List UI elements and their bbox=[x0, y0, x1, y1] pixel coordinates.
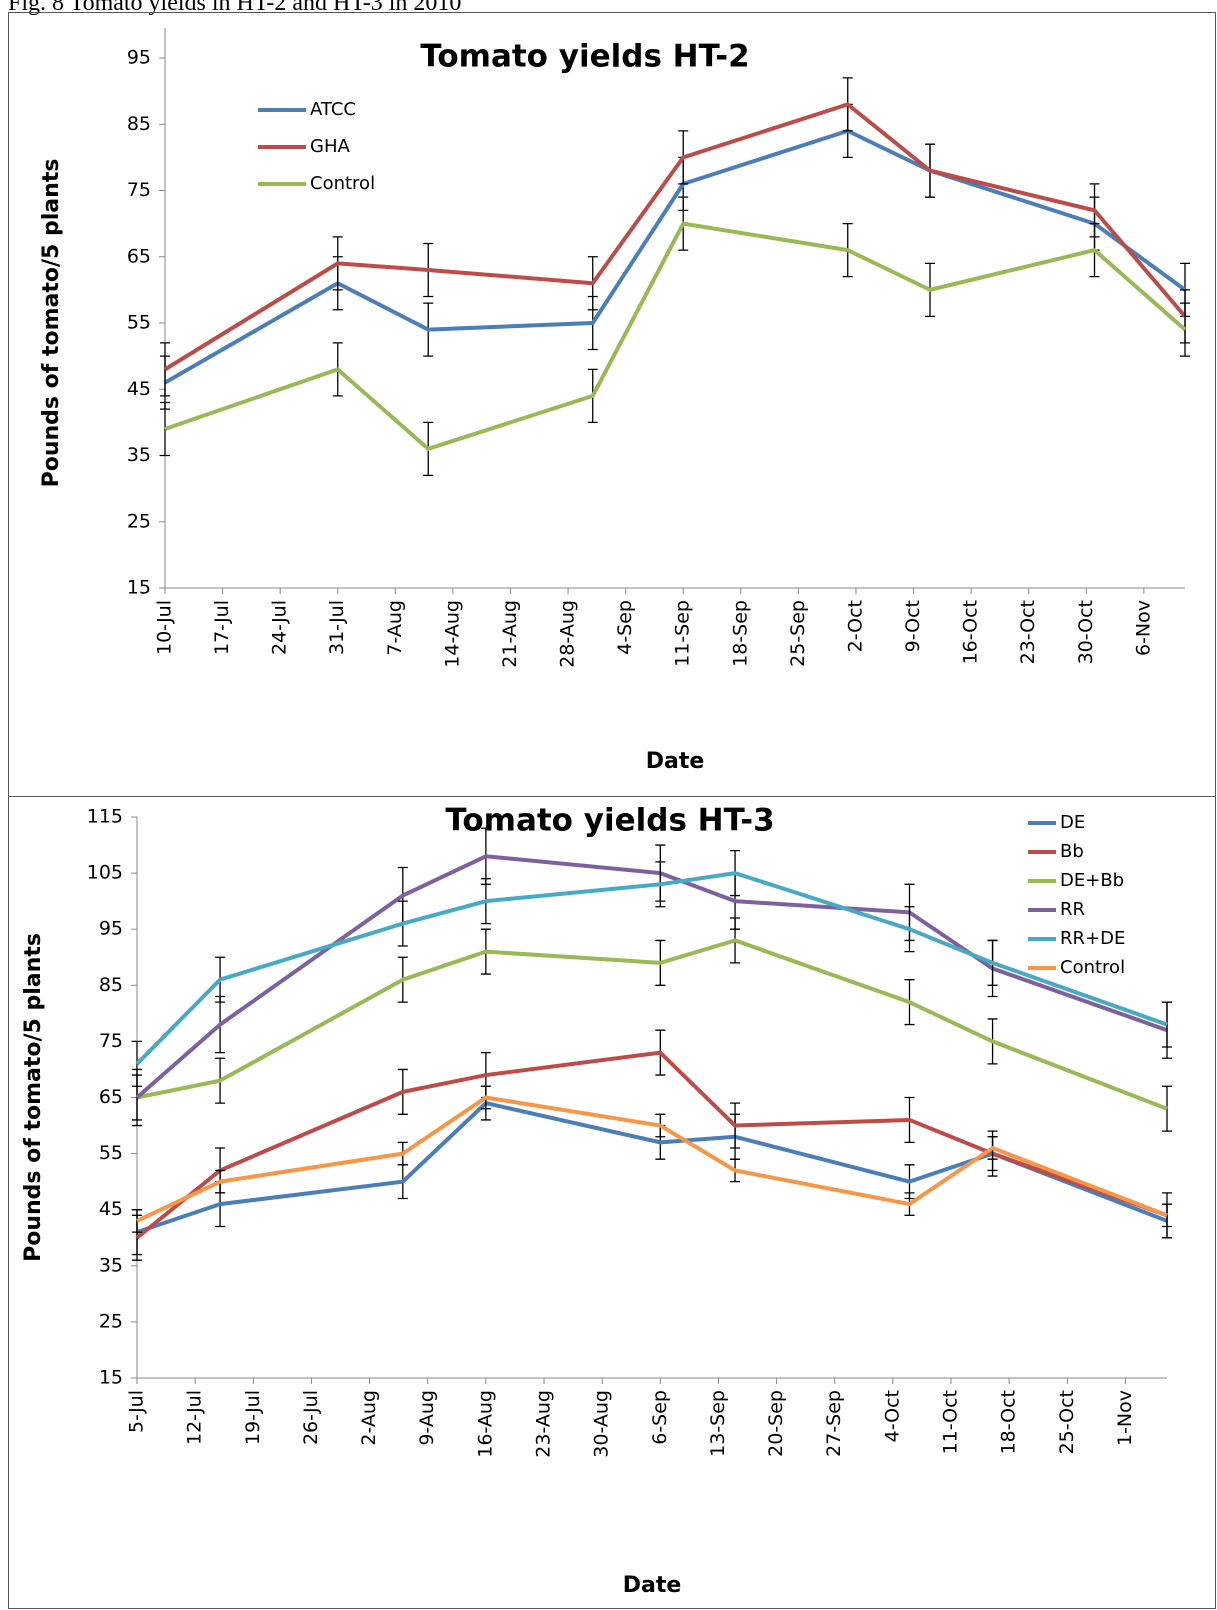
x-tick-label: 10-Jul bbox=[154, 600, 176, 655]
x-tick-label: 14-Aug bbox=[441, 600, 463, 668]
data-line bbox=[164, 221, 1187, 451]
legend-label: Control bbox=[310, 173, 375, 194]
x-tick-label: 2-Aug bbox=[358, 1390, 380, 1446]
y-tick-label: 85 bbox=[127, 113, 151, 135]
legend-label: DE bbox=[1060, 812, 1085, 833]
x-tick-label: 30-Aug bbox=[591, 1390, 613, 1458]
x-tick-label: 9-Aug bbox=[416, 1390, 438, 1446]
x-tick-label: 7-Aug bbox=[384, 600, 406, 656]
x-tick-label: 6-Sep bbox=[649, 1390, 671, 1445]
legend-label: RR bbox=[1060, 899, 1085, 920]
x-tick-label: 26-Jul bbox=[300, 1390, 322, 1445]
x-tick-label: 4-Sep bbox=[614, 600, 636, 655]
data-line bbox=[136, 938, 1168, 1111]
y-tick-label: 45 bbox=[99, 1198, 123, 1220]
x-tick-label: 25-Sep bbox=[787, 600, 809, 667]
x-axis-title: Date bbox=[646, 749, 705, 774]
x-tick-label: 17-Jul bbox=[211, 600, 233, 655]
x-tick-label: 12-Jul bbox=[184, 1390, 206, 1445]
error-bar bbox=[132, 1040, 142, 1087]
x-tick-label: 23-Aug bbox=[533, 1390, 555, 1458]
x-tick-label: 30-Oct bbox=[1075, 600, 1097, 664]
x-tick-label: 9-Oct bbox=[902, 600, 924, 652]
y-tick-label: 55 bbox=[99, 1142, 123, 1164]
legend-label: GHA bbox=[310, 136, 350, 157]
y-tick-label: 115 bbox=[87, 806, 123, 828]
legend-label: Bb bbox=[1060, 841, 1084, 862]
legend-label: ATCC bbox=[310, 99, 356, 120]
chart-title: Tomato yields HT-3 bbox=[445, 803, 774, 839]
x-tick-label: 11-Sep bbox=[672, 600, 694, 667]
data-line bbox=[136, 1095, 1168, 1223]
y-tick-label: 65 bbox=[127, 245, 151, 267]
x-axis-title: Date bbox=[623, 1573, 682, 1598]
panel-frame bbox=[8, 796, 1216, 1609]
y-tick-label: 75 bbox=[99, 1030, 123, 1052]
y-tick-label: 15 bbox=[127, 577, 151, 599]
x-tick-label: 20-Sep bbox=[765, 1390, 787, 1457]
x-tick-label: 31-Jul bbox=[326, 600, 348, 655]
y-tick-label: 25 bbox=[99, 1310, 123, 1332]
panel-frame bbox=[8, 12, 1216, 797]
y-tick-label: 55 bbox=[127, 312, 151, 334]
x-tick-label: 21-Aug bbox=[499, 600, 521, 668]
legend-label: DE+Bb bbox=[1060, 870, 1124, 891]
y-tick-label: 15 bbox=[99, 1367, 123, 1389]
y-tick-label: 35 bbox=[127, 444, 151, 466]
data-line bbox=[135, 1050, 1168, 1240]
x-tick-label: 4-Oct bbox=[881, 1390, 903, 1442]
x-tick-label: 24-Jul bbox=[269, 600, 291, 655]
x-tick-label: 6-Nov bbox=[1132, 600, 1154, 656]
x-tick-label: 16-Aug bbox=[474, 1390, 496, 1458]
data-line bbox=[135, 854, 1168, 1100]
y-tick-label: 85 bbox=[99, 974, 123, 996]
data-line bbox=[135, 871, 1168, 1066]
x-tick-label: 27-Sep bbox=[823, 1390, 845, 1457]
x-tick-label: 23-Oct bbox=[1017, 600, 1039, 664]
y-axis-title: Pounds of tomato/5 plants bbox=[39, 159, 64, 488]
x-tick-label: 11-Oct bbox=[940, 1390, 962, 1454]
y-tick-label: 75 bbox=[127, 179, 151, 201]
x-tick-label: 13-Sep bbox=[707, 1390, 729, 1457]
data-line bbox=[136, 1101, 1168, 1235]
y-axis-title: Pounds of tomato/5 plants bbox=[21, 933, 46, 1262]
x-tick-label: 25-Oct bbox=[1056, 1390, 1078, 1454]
legend-label: Control bbox=[1060, 957, 1125, 978]
x-tick-label: 19-Jul bbox=[242, 1390, 264, 1445]
x-tick-label: 18-Sep bbox=[729, 600, 751, 667]
x-tick-label: 18-Oct bbox=[998, 1390, 1020, 1454]
chart-title: Tomato yields HT-2 bbox=[420, 39, 749, 75]
y-tick-label: 105 bbox=[87, 862, 123, 884]
y-tick-label: 65 bbox=[99, 1086, 123, 1108]
y-tick-label: 95 bbox=[127, 47, 151, 69]
y-tick-label: 25 bbox=[127, 510, 151, 532]
x-tick-label: 5-Jul bbox=[126, 1390, 148, 1433]
data-line bbox=[163, 102, 1187, 372]
y-tick-label: 95 bbox=[99, 918, 123, 940]
y-tick-label: 45 bbox=[127, 378, 151, 400]
x-tick-label: 28-Aug bbox=[557, 600, 579, 668]
y-tick-label: 35 bbox=[99, 1254, 123, 1276]
legend-label: RR+DE bbox=[1060, 928, 1125, 949]
figure-caption: Fig. 8 Tomato yields in HT-2 and HT-3 in… bbox=[8, 0, 461, 16]
x-tick-label: 2-Oct bbox=[844, 600, 866, 652]
x-tick-label: 1-Nov bbox=[1114, 1390, 1136, 1446]
x-tick-label: 16-Oct bbox=[960, 600, 982, 664]
